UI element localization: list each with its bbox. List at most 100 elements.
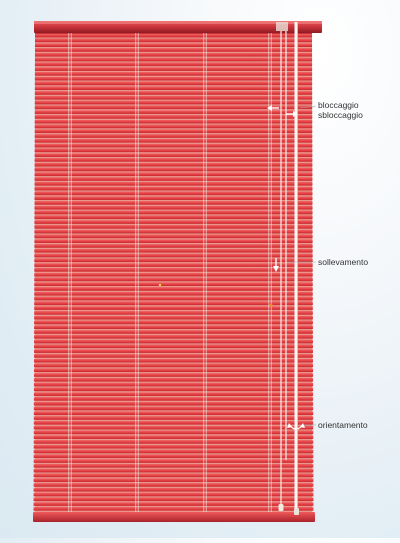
ladder-cords-group bbox=[68, 33, 272, 512]
slat bbox=[34, 120, 313, 124]
slat bbox=[34, 53, 313, 57]
tilt-mechanism-cap bbox=[276, 22, 288, 31]
slat bbox=[34, 43, 313, 48]
slat bbox=[34, 158, 313, 162]
slat bbox=[33, 478, 314, 482]
slat bbox=[34, 143, 313, 148]
slat bbox=[33, 368, 314, 373]
slat-gap bbox=[33, 491, 314, 493]
slat bbox=[34, 258, 313, 263]
slat-gap bbox=[33, 429, 314, 431]
slat-gap bbox=[34, 247, 313, 250]
slat-gap bbox=[33, 453, 314, 455]
slat bbox=[33, 397, 314, 401]
slat bbox=[33, 464, 314, 468]
slat-gap bbox=[34, 80, 313, 82]
slat bbox=[34, 277, 313, 282]
slat bbox=[33, 373, 314, 377]
slat-gap bbox=[33, 381, 314, 383]
slat-gap bbox=[34, 51, 313, 54]
slat bbox=[34, 306, 313, 310]
slat-gap bbox=[34, 147, 313, 149]
slat-gap bbox=[34, 329, 313, 331]
slat-gap bbox=[34, 271, 313, 273]
slat-gap bbox=[34, 47, 313, 49]
slat-gap bbox=[34, 242, 313, 245]
slat bbox=[34, 163, 313, 167]
slat-gap bbox=[34, 223, 313, 226]
slat bbox=[34, 100, 313, 105]
slat bbox=[34, 139, 313, 143]
slat-gap bbox=[34, 180, 313, 183]
slat bbox=[33, 435, 314, 439]
slat-gap bbox=[34, 94, 313, 97]
slat-gap bbox=[34, 109, 313, 111]
slat bbox=[34, 311, 313, 315]
slat bbox=[34, 335, 313, 339]
slat bbox=[33, 406, 314, 411]
arrow-down-icon bbox=[273, 258, 279, 272]
arrow-left-icon bbox=[267, 105, 279, 111]
slat bbox=[34, 210, 313, 215]
slat bbox=[34, 91, 313, 95]
slat bbox=[34, 72, 313, 76]
slat bbox=[33, 445, 314, 449]
slat-gap bbox=[34, 276, 313, 278]
slat-gap bbox=[34, 233, 313, 235]
slat bbox=[34, 182, 313, 186]
slat bbox=[34, 215, 313, 220]
slat bbox=[34, 349, 313, 353]
slat-gap bbox=[33, 405, 314, 407]
slat bbox=[34, 96, 313, 100]
slat bbox=[33, 502, 314, 506]
slat bbox=[34, 344, 313, 349]
slat-gap bbox=[33, 477, 314, 479]
slat-gap bbox=[34, 238, 313, 240]
slat bbox=[33, 378, 314, 382]
slat bbox=[34, 253, 313, 258]
unlock-label: sbloccaggio bbox=[318, 110, 363, 120]
slat bbox=[34, 249, 313, 253]
slat-gap bbox=[35, 37, 312, 39]
slat bbox=[34, 263, 313, 267]
slat-gap bbox=[34, 314, 313, 317]
slat bbox=[33, 416, 314, 420]
slat-gap bbox=[34, 319, 313, 321]
slat-gap bbox=[34, 228, 313, 230]
slat bbox=[33, 402, 314, 406]
slat-gap bbox=[34, 90, 313, 92]
tilt-wand-tip bbox=[294, 508, 299, 515]
slat bbox=[33, 411, 314, 416]
slat-gap bbox=[34, 324, 313, 326]
slat bbox=[33, 449, 314, 454]
slat bbox=[34, 81, 313, 86]
slat-gap bbox=[33, 391, 314, 393]
slat-gap bbox=[34, 204, 313, 207]
slat bbox=[34, 105, 313, 110]
slat-gap bbox=[34, 85, 313, 87]
slat-gap bbox=[33, 501, 314, 503]
slat bbox=[33, 459, 314, 463]
slat-gap bbox=[34, 333, 313, 336]
slat-gap bbox=[34, 161, 313, 164]
slat bbox=[33, 454, 314, 459]
slat-gap bbox=[33, 458, 314, 460]
slat-gap bbox=[34, 113, 313, 116]
slat-gap bbox=[34, 300, 313, 302]
slat bbox=[33, 468, 314, 473]
slat bbox=[33, 392, 314, 396]
slat-gap bbox=[34, 266, 313, 269]
slat bbox=[34, 134, 313, 138]
slat-gap bbox=[34, 128, 313, 130]
slat bbox=[34, 234, 313, 239]
slat-gap bbox=[34, 252, 313, 254]
slat-gap bbox=[33, 510, 314, 512]
slat-gap bbox=[33, 486, 314, 489]
tilt-label: orientamento bbox=[318, 420, 368, 430]
slat bbox=[33, 421, 314, 425]
slat bbox=[34, 273, 313, 277]
slat bbox=[33, 497, 314, 502]
slat bbox=[34, 191, 313, 196]
slat bbox=[34, 186, 313, 191]
slat bbox=[33, 440, 314, 444]
